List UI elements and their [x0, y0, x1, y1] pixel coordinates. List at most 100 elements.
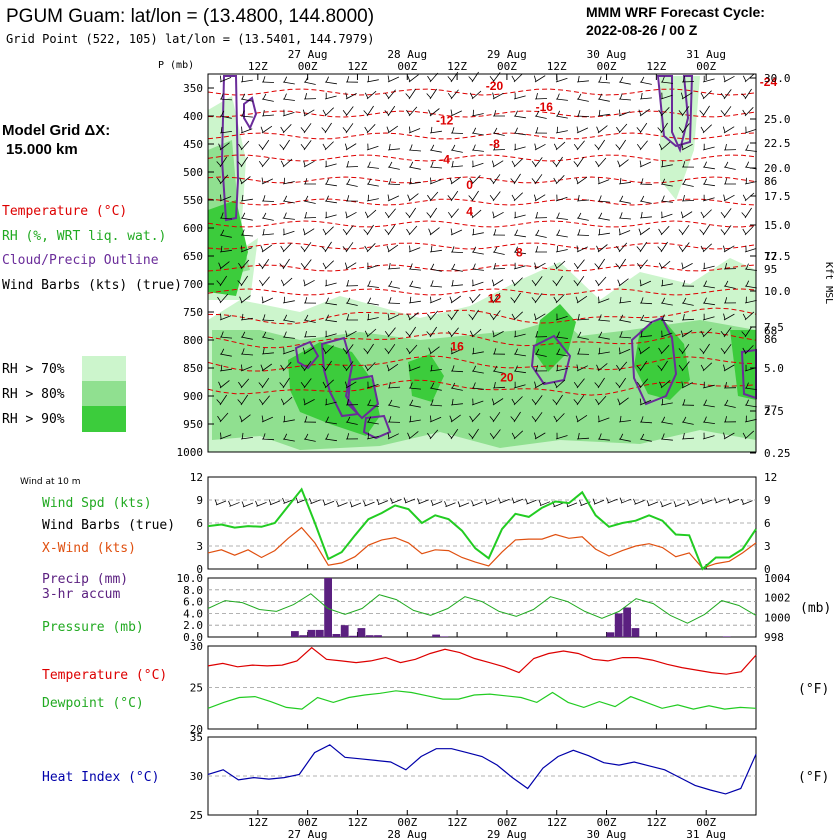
- upper-wind-barb-246: [471, 228, 484, 236]
- upper-wind-barb-215: [364, 209, 377, 219]
- upper-wind-barb-24: [723, 75, 735, 83]
- upper-wind-barb-49: [700, 90, 712, 100]
- precip-bar-48: [606, 632, 615, 637]
- precip-left-tick-3: 6.0: [183, 596, 203, 609]
- upper-wind-barb-167: [449, 176, 462, 185]
- upper-wind-barb-317: [324, 279, 337, 287]
- surface-wind-barb-21: [498, 497, 510, 504]
- upper-wind-barb-237: [282, 228, 295, 236]
- precip-panel-frame: [207, 577, 757, 638]
- upper-wind-barb-497: [280, 396, 293, 406]
- wind-left-tick-0: 0: [196, 563, 203, 576]
- upper-wind-barb-150: [639, 160, 652, 168]
- upper-wind-barb-477: [408, 382, 421, 390]
- upper-wind-barb-111: [366, 143, 379, 151]
- upper-wind-barb-337: [744, 280, 757, 289]
- surface-wind-barb-16: [430, 499, 443, 506]
- upper-wind-barb-320: [387, 280, 400, 289]
- upper-wind-barb-359: [660, 297, 673, 306]
- precip-bar-11: [299, 635, 308, 637]
- forecast-cycle-label: MMM WRF Forecast Cycle:: [586, 4, 765, 20]
- upper-wind-barb-98: [636, 122, 648, 134]
- upper-wind-barb-407: [576, 331, 589, 340]
- upper-wind-barb-557: [447, 428, 459, 440]
- upper-wind-barb-392: [261, 331, 274, 340]
- upper-wind-barb-145: [531, 157, 543, 168]
- upper-wind-barb-7: [366, 75, 379, 83]
- upper-wind-barb-437: [658, 344, 670, 355]
- model-grid-label: Model Grid ΔX:: [2, 122, 110, 139]
- upper-wind-barb-381: [576, 313, 590, 321]
- isotherm-line-6: [207, 220, 757, 228]
- upper-wind-barb-339: [239, 295, 251, 304]
- top-hour-label-8: 12Z: [646, 60, 666, 73]
- precip-bar-14: [324, 578, 332, 637]
- upper-wind-barb-122: [594, 139, 606, 151]
- pressure-legend: Pressure (mb): [42, 620, 144, 635]
- upper-wind-barb-179: [702, 178, 715, 187]
- upper-wind-barb-230: [680, 211, 693, 219]
- upper-wind-barb-399: [405, 326, 417, 338]
- upper-wind-barb-373: [407, 312, 419, 321]
- upper-wind-barb-345: [366, 297, 379, 306]
- upper-wind-barb-378: [511, 311, 523, 321]
- upper-wind-barb-36: [426, 88, 438, 100]
- upper-wind-barb-267: [364, 243, 376, 253]
- upper-wind-barb-55: [282, 109, 295, 117]
- upper-wind-barb-352: [510, 292, 521, 304]
- upper-wind-barb-80: [260, 125, 273, 134]
- surface-wind-barb-8: [322, 499, 335, 506]
- upper-wind-barb-28: [261, 93, 274, 102]
- upper-wind-barb-391: [240, 331, 253, 340]
- pressure-axis-label: P (mb): [158, 60, 194, 71]
- surface-wind-barb-39: [741, 498, 753, 505]
- surface-wind-barb-15: [417, 498, 429, 505]
- upper-wind-barb-271: [450, 246, 464, 253]
- bottom-hour-label-3: 00Z: [397, 816, 417, 829]
- upper-wind-barb-556: [427, 429, 439, 440]
- upper-wind-barb-99: [657, 122, 668, 134]
- upper-wind-barb-192: [427, 191, 439, 202]
- upper-wind-barb-521: [239, 414, 251, 423]
- upper-wind-barb-292: [344, 262, 357, 270]
- pressure-tick-1000: 1000: [177, 446, 204, 459]
- upper-wind-barb-71: [618, 109, 631, 117]
- upper-wind-barb-532: [469, 412, 481, 423]
- upper-wind-barb-232: [720, 208, 732, 219]
- upper-wind-barb-2: [261, 76, 275, 83]
- upper-wind-barb-73: [658, 107, 670, 117]
- surface-wind-barb-0: [214, 499, 227, 506]
- grid-point-subtitle: Grid Point (522, 105) lat/lon = (13.5401…: [6, 32, 374, 46]
- upper-wind-barb-196: [511, 192, 523, 202]
- upper-wind-barb-218: [426, 207, 438, 219]
- upper-wind-barb-482: [513, 381, 526, 389]
- upper-wind-barb-469: [238, 378, 250, 389]
- upper-wind-barb-166: [429, 177, 442, 185]
- wind-left-tick-3: 9: [196, 494, 203, 507]
- upper-wind-barb-256: [678, 224, 690, 236]
- legend-rh70-swatch: [82, 356, 126, 381]
- upper-wind-barb-457: [534, 365, 548, 372]
- temp-left-tick-1: 25: [190, 682, 203, 695]
- upper-wind-barb-403: [492, 330, 504, 338]
- upper-wind-barb-254: [638, 227, 651, 236]
- rh-region-6: [408, 354, 444, 402]
- upper-wind-barb-411: [660, 330, 673, 338]
- upper-wind-barb-282: [678, 242, 690, 253]
- upper-wind-barb-417: [240, 348, 254, 356]
- upper-wind-barb-50: [720, 89, 732, 100]
- kft-tick-6: 12.5: [764, 250, 791, 263]
- upper-wind-barb-248: [513, 229, 526, 238]
- isotherm-label-11: 20: [500, 370, 514, 384]
- isotherm-labels: -24 -20 -16 -12 -8 -4 0 4 8 12 16 20: [436, 75, 777, 385]
- upper-wind-barb-314: [258, 276, 270, 287]
- upper-wind-barb-552: [345, 433, 359, 440]
- upper-wind-barb-182: [219, 194, 232, 202]
- upper-wind-barb-178: [681, 178, 694, 187]
- upper-wind-barb-273: [492, 246, 505, 255]
- upper-wind-barb-94: [555, 126, 568, 134]
- upper-wind-barb-534: [510, 411, 521, 423]
- isotherm-line-10: [207, 307, 757, 325]
- upper-wind-barb-371: [366, 313, 379, 321]
